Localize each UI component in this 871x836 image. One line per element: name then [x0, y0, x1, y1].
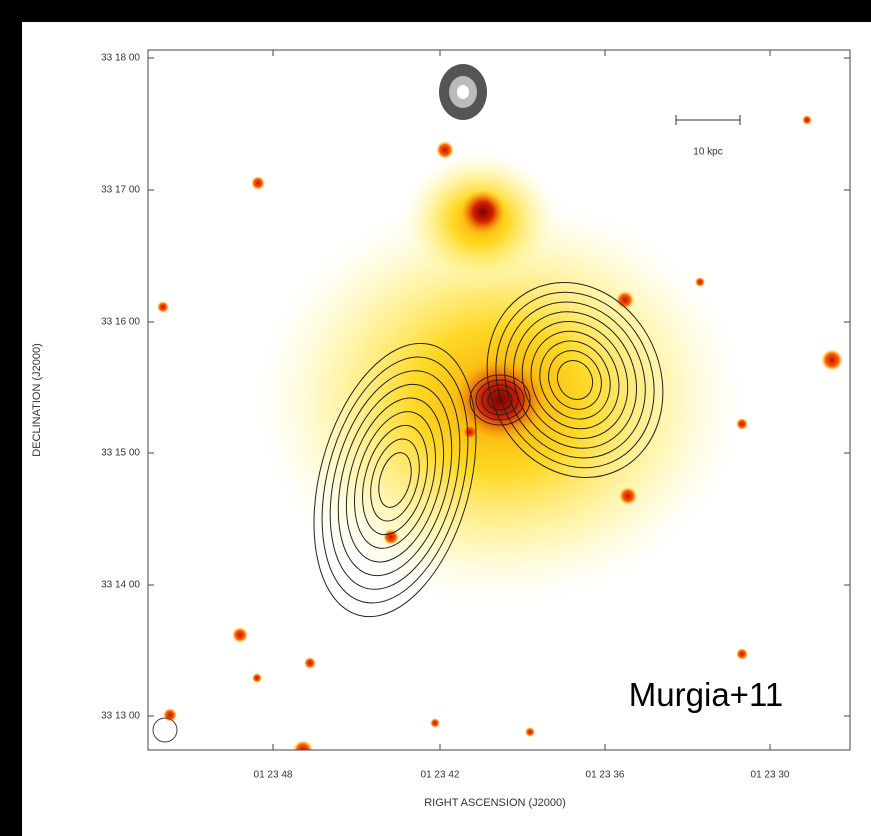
contour: [548, 350, 602, 410]
contour: [486, 282, 664, 478]
source: [695, 277, 705, 287]
source: [736, 648, 748, 660]
y-tick-label: 33 13 00: [101, 711, 140, 722]
source: [251, 176, 265, 190]
contour: [481, 384, 519, 416]
contour: [504, 301, 646, 459]
contour: [362, 424, 428, 536]
contour: [487, 389, 513, 411]
y-tick-label: 33 18 00: [101, 53, 140, 64]
source: [232, 627, 248, 643]
source: [157, 301, 169, 313]
ticks: 33 18 00 33 17 00 33 16 00 33 15 00 33 14 00…: [101, 50, 850, 781]
contour: [378, 452, 412, 508]
contour: [521, 321, 629, 439]
contour: [530, 330, 620, 430]
source: [293, 740, 313, 750]
source: [304, 657, 316, 669]
source: [616, 291, 634, 309]
x-tick-label: 01 23 30: [751, 770, 790, 781]
contour: [313, 342, 477, 618]
contour: [469, 374, 531, 426]
y-tick-label: 33 17 00: [101, 185, 140, 196]
y-tick-label: 33 14 00: [101, 580, 140, 591]
contour: [512, 311, 638, 449]
source: [163, 708, 177, 722]
source: [802, 115, 812, 125]
source: [252, 673, 262, 683]
contour: [475, 379, 525, 421]
y-tick-label: 33 15 00: [101, 448, 140, 459]
y-axis-label: DECLINATION (J2000): [31, 343, 43, 457]
x-tick-label: 01 23 48: [254, 770, 293, 781]
contour: [345, 397, 445, 563]
frame: [147, 49, 851, 751]
source: [436, 141, 454, 159]
beam: [152, 717, 178, 743]
source: [736, 418, 748, 430]
x-tick-label: 01 23 36: [586, 770, 625, 781]
source: [619, 487, 637, 505]
source: [463, 425, 477, 439]
image: [157, 64, 843, 750]
contour: [556, 360, 594, 400]
contour: [329, 370, 461, 590]
x-axis-label: RIGHT ASCENSION (J2000): [424, 797, 566, 809]
source: [525, 727, 535, 737]
contour: [370, 438, 420, 522]
source: [430, 718, 440, 728]
source: [821, 349, 843, 371]
scale-bar-label: 10 kpc: [693, 147, 722, 158]
credit: Murgia+11: [629, 676, 783, 713]
source: [383, 529, 399, 545]
y-tick-label: 33 16 00: [101, 317, 140, 328]
contour: [353, 411, 437, 549]
contour: [495, 291, 655, 469]
x-tick-label: 01 23 42: [421, 770, 460, 781]
contour: [321, 356, 469, 604]
contour: [337, 383, 453, 577]
contour: [539, 340, 611, 420]
